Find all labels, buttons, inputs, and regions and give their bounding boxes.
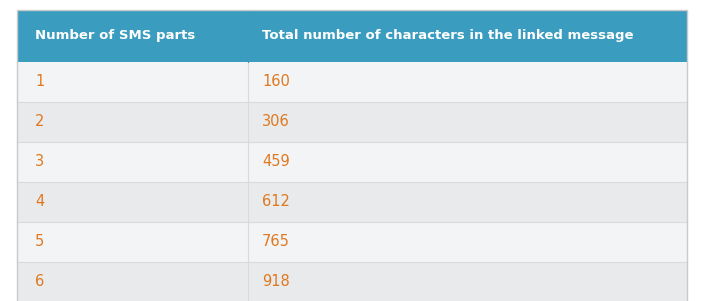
Bar	[17, 262, 687, 301]
Text: 459: 459	[262, 154, 290, 169]
Text: Number of SMS parts: Number of SMS parts	[35, 29, 195, 42]
Bar	[17, 102, 687, 142]
Text: 160: 160	[262, 75, 290, 89]
Text: 306: 306	[262, 114, 290, 129]
Bar	[17, 222, 687, 262]
Text: 3: 3	[35, 154, 44, 169]
Bar	[17, 182, 687, 222]
Text: 2: 2	[35, 114, 44, 129]
Text: 4: 4	[35, 194, 44, 209]
Text: Total number of characters in the linked message: Total number of characters in the linked…	[262, 29, 634, 42]
Text: 765: 765	[262, 234, 290, 250]
Text: 918: 918	[262, 275, 290, 290]
Bar	[17, 62, 687, 102]
Text: 5: 5	[35, 234, 44, 250]
Bar	[17, 142, 687, 182]
Text: 1: 1	[35, 75, 44, 89]
Bar	[17, 10, 687, 62]
Text: 612: 612	[262, 194, 290, 209]
Text: 6: 6	[35, 275, 44, 290]
